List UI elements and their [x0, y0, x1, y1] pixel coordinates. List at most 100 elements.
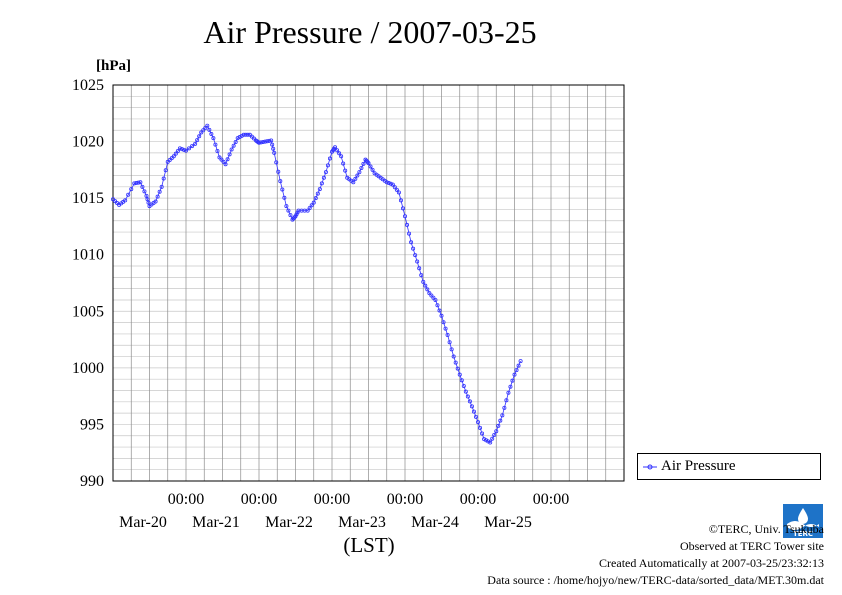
data-point: [193, 141, 198, 146]
data-point: [475, 420, 480, 425]
x-tick-time: 00:00: [241, 491, 277, 508]
data-point: [419, 273, 424, 278]
credit-created: Created Automatically at 2007-03-25/23:3…: [599, 556, 824, 570]
data-point: [219, 157, 224, 162]
data-point: [508, 384, 513, 389]
data-point: [386, 181, 391, 186]
chart-title: Air Pressure / 2007-03-25: [203, 14, 537, 50]
data-point: [153, 199, 158, 204]
data-point: [241, 132, 246, 137]
data-point: [504, 398, 509, 403]
data-point: [280, 187, 285, 192]
data-point: [437, 308, 442, 313]
y-tick-label: 1015: [72, 190, 104, 207]
data-point: [123, 198, 128, 203]
data-point: [496, 423, 501, 428]
data-point: [221, 159, 226, 164]
data-point: [417, 266, 422, 271]
data-point: [271, 146, 276, 151]
data-point: [388, 181, 393, 186]
data-point: [398, 198, 403, 203]
x-tick-date: Mar-23: [338, 514, 386, 531]
data-point: [390, 182, 395, 187]
data-point: [445, 333, 450, 338]
y-tick-label: 995: [80, 416, 104, 433]
data-point: [190, 144, 195, 149]
data-point: [490, 436, 495, 441]
x-tick-time: 00:00: [314, 491, 350, 508]
data-point: [467, 399, 472, 404]
data-point: [429, 293, 434, 298]
data-point: [516, 363, 521, 368]
x-tick-date: Mar-21: [192, 514, 240, 531]
data-point: [431, 295, 436, 300]
plot-frame: [112, 84, 625, 482]
data-point: [159, 184, 164, 189]
data-point: [245, 132, 250, 137]
data-point: [243, 132, 248, 137]
x-tick-time: 00:00: [168, 491, 204, 508]
data-point: [223, 162, 228, 167]
data-point: [267, 138, 272, 143]
data-point: [311, 200, 316, 205]
data-point: [195, 138, 200, 143]
data-point: [357, 170, 362, 175]
data-point: [506, 390, 511, 395]
data-point: [183, 148, 188, 153]
data-point: [175, 148, 180, 153]
x-tick-time: 00:00: [387, 491, 423, 508]
data-point: [288, 213, 293, 218]
data-point: [173, 151, 178, 156]
data-point: [469, 404, 474, 409]
data-point: [449, 347, 454, 352]
data-point: [488, 440, 493, 445]
data-point: [134, 181, 139, 186]
data-point: [368, 164, 373, 169]
data-point: [455, 366, 460, 371]
data-point: [317, 187, 322, 192]
data-point: [473, 414, 478, 419]
data-point: [441, 320, 446, 325]
data-point: [140, 184, 145, 189]
data-point: [138, 180, 143, 185]
data-point: [179, 147, 184, 152]
data-point: [321, 175, 326, 180]
data-point: [457, 372, 462, 377]
data-point: [305, 208, 310, 213]
data-point: [392, 185, 397, 190]
data-point: [126, 192, 131, 197]
data-point: [435, 303, 440, 308]
data-point: [171, 154, 176, 159]
data-point: [145, 197, 150, 202]
credit-copyright: ©TERC, Univ. Tsukuba: [708, 522, 824, 536]
data-point: [142, 189, 147, 194]
data-point: [213, 142, 218, 147]
data-point: [161, 176, 166, 181]
data-point: [402, 214, 407, 219]
data-point: [235, 136, 240, 141]
data-point: [269, 138, 274, 143]
data-point: [163, 168, 168, 173]
data-point: [514, 368, 519, 373]
data-point: [276, 169, 281, 174]
data-point: [325, 163, 330, 168]
data-point: [409, 240, 414, 245]
data-point: [443, 326, 448, 331]
y-axis-label: [hPa]: [96, 58, 131, 74]
data-point: [447, 340, 452, 345]
x-tick-date: Mar-22: [265, 514, 313, 531]
data-point: [155, 194, 160, 199]
data-point: [187, 146, 192, 151]
data-point: [484, 438, 489, 443]
data-point: [459, 378, 464, 383]
data-point: [355, 173, 360, 178]
data-point: [405, 222, 410, 227]
data-point: [146, 200, 151, 205]
data-point: [482, 437, 487, 442]
data-point: [144, 193, 149, 198]
data-point: [502, 405, 507, 410]
data-point: [465, 394, 470, 399]
data-point: [439, 313, 444, 318]
y-tick-label: 1000: [72, 360, 104, 377]
